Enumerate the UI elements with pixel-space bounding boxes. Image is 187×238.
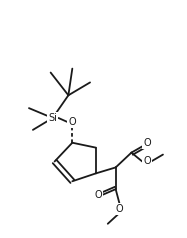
Text: O: O	[94, 190, 102, 200]
Text: Si: Si	[48, 113, 57, 123]
Text: O: O	[68, 117, 76, 127]
Text: O: O	[143, 138, 151, 148]
Text: O: O	[116, 204, 123, 214]
Text: O: O	[143, 157, 151, 167]
